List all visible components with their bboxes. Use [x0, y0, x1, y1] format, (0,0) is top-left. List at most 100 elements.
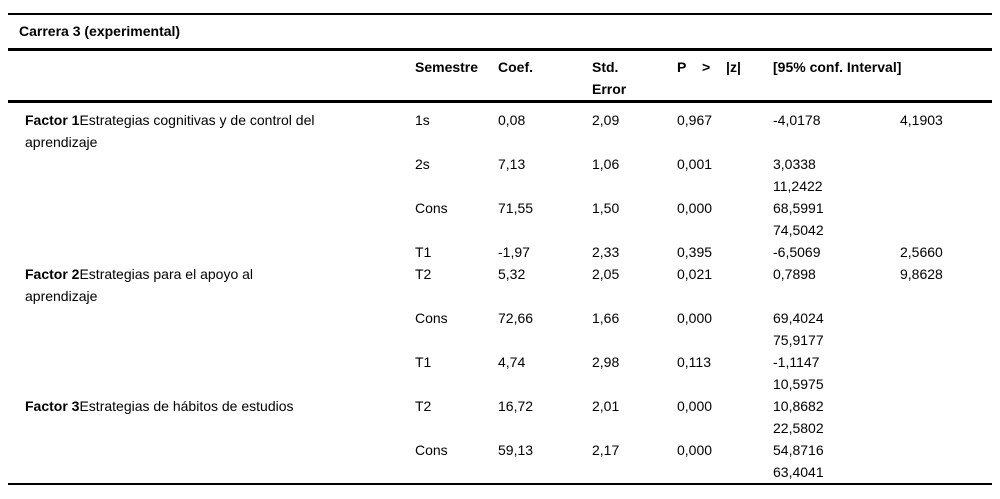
std-error-cell: 2,33	[592, 244, 620, 260]
semester-cell: Cons	[415, 200, 448, 216]
coef-cell: 0,08	[498, 112, 526, 128]
table-row: Cons 72,66 1,66 0,000 69,4024 75,9177	[8, 307, 992, 351]
table-row: T1 -1,97 2,33 0,395 -6,5069 2,5660	[8, 241, 992, 263]
table-row: Cons 59,13 2,17 0,000 54,8716 63,4041	[8, 439, 992, 484]
ci-upper-cell	[900, 351, 992, 395]
ci-upper-value: 11,2422	[773, 178, 823, 194]
ci-upper-cell	[900, 395, 992, 439]
ci-upper-value: 10,5975	[773, 376, 824, 392]
semester-cell: T1	[415, 354, 432, 370]
ci-lower-cell: -6,5069	[773, 244, 821, 260]
coef-cell: -1,97	[498, 244, 530, 260]
factor-desc: Estrategias cognitivas y de control del …	[25, 112, 315, 150]
std-error-header-label: Std. Error	[592, 59, 627, 97]
ci-upper-value: 75,9177	[773, 332, 824, 348]
factor-number: Factor 2	[25, 266, 80, 282]
ci-lower-value: 68,5991	[773, 200, 824, 216]
p-value-cell: 0,021	[677, 266, 713, 282]
factor-cell: Factor 2Estrategias para el apoyo al apr…	[8, 263, 415, 307]
ci-lower-value: 54,8716	[773, 442, 824, 458]
semester-header: Semestre	[415, 59, 479, 75]
factor-cell: Factor 3Estrategias de hábitos de estudi…	[8, 395, 415, 439]
table-body: Factor 1Estrategias cognitivas y de cont…	[8, 102, 992, 485]
semester-cell: 2s	[415, 156, 430, 172]
std-error-cell: 1,66	[592, 310, 620, 326]
table-row: Cons 71,55 1,50 0,000 68,5991 74,5042	[8, 197, 992, 241]
table-row: Factor 3Estrategias de hábitos de estudi…	[8, 395, 992, 439]
coef-header: Coef.	[498, 59, 533, 75]
factor-number: Factor 1	[25, 112, 80, 128]
table-row: T1 4,74 2,98 0,113 -1,1147 10,5975	[8, 351, 992, 395]
semester-cell: T2	[415, 398, 432, 414]
ci-lower-cell: 10,8682 22,5802	[773, 395, 900, 439]
std-error-cell: 1,50	[592, 200, 620, 216]
ci-upper-cell: 4,1903	[900, 112, 943, 128]
table-title: Carrera 3 (experimental)	[19, 23, 181, 39]
factor-label: Factor 1Estrategias cognitivas y de cont…	[25, 109, 323, 153]
ci-upper-cell	[900, 153, 992, 197]
factor-cell	[8, 307, 415, 351]
ci-upper-cell	[900, 197, 992, 241]
semester-cell: 1s	[415, 112, 430, 128]
coef-cell: 7,13	[498, 156, 526, 172]
coef-cell: 16,72	[498, 398, 534, 414]
results-table-block: Carrera 3 (experimental) Semestre Coef. …	[8, 13, 992, 485]
ci-upper-value: 63,4041	[773, 464, 824, 480]
std-error-cell: 2,05	[592, 266, 620, 282]
table-row: Factor 2Estrategias para el apoyo al apr…	[8, 263, 992, 307]
p-value-cell: 0,000	[677, 398, 713, 414]
factor-header-cell	[8, 50, 415, 102]
factor-cell	[8, 197, 415, 241]
factor-cell	[8, 439, 415, 484]
factor-label: Factor 2Estrategias para el apoyo al apr…	[25, 263, 323, 307]
ci-upper-value: 22,5802	[773, 420, 824, 436]
p-value-cell: 0,000	[677, 200, 713, 216]
std-error-cell: 2,17	[592, 442, 620, 458]
p-value-cell: 0,113	[677, 354, 711, 370]
table-row: Factor 1Estrategias cognitivas y de cont…	[8, 102, 992, 154]
semester-cell: Cons	[415, 310, 448, 326]
factor-number: Factor 3	[25, 398, 80, 414]
coef-cell: 4,74	[498, 354, 526, 370]
factor-cell: Factor 1Estrategias cognitivas y de cont…	[8, 102, 415, 154]
p-value-cell: 0,395	[677, 244, 713, 260]
ci-lower-cell: 69,4024 75,9177	[773, 307, 900, 351]
std-error-cell: 2,09	[592, 112, 620, 128]
ci-lower-value: 10,8682	[773, 398, 824, 414]
ci-lower-cell: -1,1147 10,5975	[773, 351, 900, 395]
ci-lower-cell: 3,0338 11,2422	[773, 153, 900, 197]
table-row: 2s 7,13 1,06 0,001 3,0338 11,2422	[8, 153, 992, 197]
ci-lower-cell: 68,5991 74,5042	[773, 197, 900, 241]
p-value-cell: 0,000	[677, 310, 713, 326]
ci-upper-cell	[900, 307, 992, 351]
factor-label: Factor 3Estrategias de hábitos de estudi…	[25, 395, 323, 417]
factor-cell	[8, 153, 415, 197]
std-error-cell: 2,98	[592, 354, 620, 370]
p-value-cell: 0,000	[677, 442, 713, 458]
ci-upper-cell: 2,5660	[900, 244, 943, 260]
std-error-header: Std. Error	[592, 50, 677, 102]
factor-desc: Estrategias para el apoyo al aprendizaje	[25, 266, 254, 304]
ci-lower-cell: -4,0178	[773, 112, 821, 128]
ci-header: [95% conf. Interval]	[773, 59, 902, 75]
semester-cell: Cons	[415, 442, 448, 458]
ci-lower-cell: 0,7898	[773, 266, 816, 282]
coef-cell: 5,32	[498, 266, 526, 282]
semester-cell: T2	[415, 266, 432, 282]
coef-cell: 59,13	[498, 442, 534, 458]
top-rule	[8, 13, 992, 15]
ci-upper-cell	[900, 439, 992, 484]
ci-lower-cell: 54,8716 63,4041	[773, 439, 900, 484]
factor-cell	[8, 241, 415, 263]
ci-lower-value: 3,0338	[773, 156, 816, 172]
ci-lower-value: 69,4024	[773, 310, 824, 326]
stats-table: Semestre Coef. Std. Error P > |z| [95% c…	[8, 48, 992, 485]
header-row: Semestre Coef. Std. Error P > |z| [95% c…	[8, 50, 992, 102]
ci-upper-value: 74,5042	[773, 222, 824, 238]
coef-cell: 72,66	[498, 310, 534, 326]
semester-cell: T1	[415, 244, 432, 260]
p-value-cell: 0,001	[677, 156, 713, 172]
ci-upper-cell: 9,8628	[900, 266, 943, 282]
coef-cell: 71,55	[498, 200, 534, 216]
